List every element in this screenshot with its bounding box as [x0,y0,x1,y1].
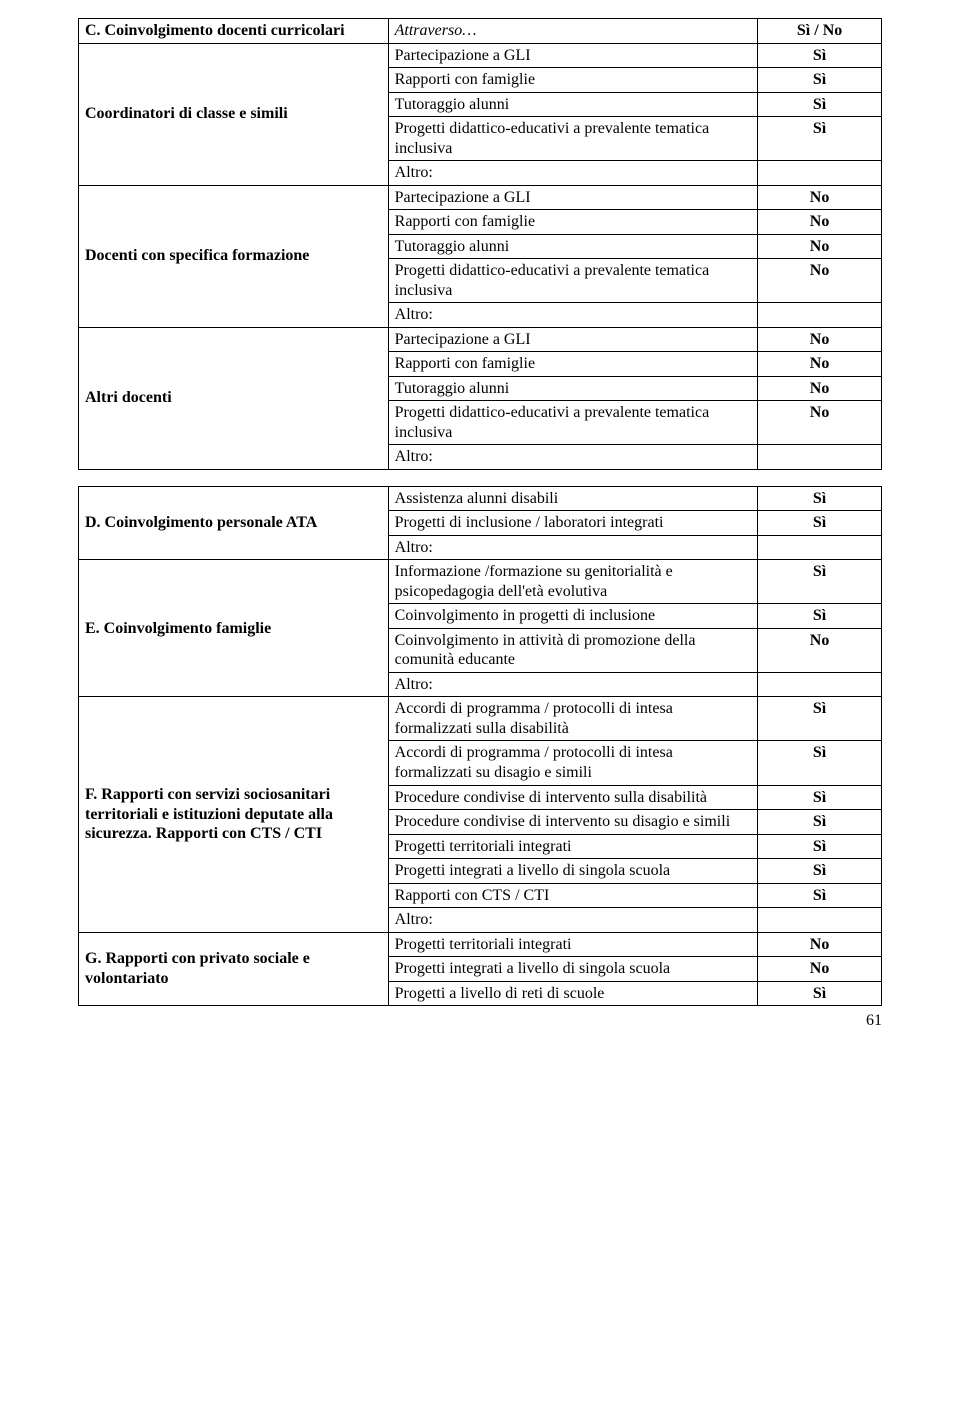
item-value: Sì [758,981,882,1006]
group-label: F. Rapporti con servizi sociosanitari te… [79,697,389,932]
item-value: Sì [758,117,882,161]
item-value: Sì [758,810,882,835]
item-value: Sì [758,697,882,741]
item-value: Sì [758,883,882,908]
item-value: Sì [758,741,882,785]
item-text: Rapporti con famiglie [388,210,758,235]
item-text: Altro: [388,161,758,186]
item-value [758,535,882,560]
table-row: Altri docentiPartecipazione a GLINo [79,327,882,352]
table-defg: D. Coinvolgimento personale ATAAssistenz… [78,486,882,1006]
item-text: Procedure condivise di intervento su dis… [388,810,758,835]
item-value: Sì [758,511,882,536]
item-text: Altro: [388,908,758,933]
item-value: Sì [758,92,882,117]
item-text: Altro: [388,445,758,470]
item-text: Altro: [388,303,758,328]
item-value: No [758,234,882,259]
item-text: Procedure condivise di intervento sulla … [388,785,758,810]
item-value [758,672,882,697]
item-text: Progetti territoriali integrati [388,932,758,957]
item-text: Partecipazione a GLI [388,327,758,352]
item-text: Tutoraggio alunni [388,376,758,401]
item-value: Sì [758,560,882,604]
item-value: No [758,327,882,352]
item-value [758,161,882,186]
item-text: Informazione /formazione su genitorialit… [388,560,758,604]
item-text: Rapporti con CTS / CTI [388,883,758,908]
item-text: Assistenza alunni disabili [388,486,758,511]
item-text: Partecipazione a GLI [388,43,758,68]
table-row: Docenti con specifica formazionePartecip… [79,185,882,210]
item-text: Progetti didattico-educativi a prevalent… [388,401,758,445]
item-text: Rapporti con famiglie [388,68,758,93]
item-text: Altro: [388,672,758,697]
table-row: E. Coinvolgimento famiglieInformazione /… [79,560,882,604]
item-text: Tutoraggio alunni [388,234,758,259]
group-label: D. Coinvolgimento personale ATA [79,486,389,560]
item-value: No [758,185,882,210]
item-value: Sì [758,859,882,884]
item-text: Tutoraggio alunni [388,92,758,117]
item-text: Progetti integrati a livello di singola … [388,957,758,982]
item-text: Progetti integrati a livello di singola … [388,859,758,884]
table-row: G. Rapporti con privato sociale e volont… [79,932,882,957]
item-value [758,445,882,470]
col-header-mid: Attraverso… [388,19,758,44]
table-row: Coordinatori di classe e similiPartecipa… [79,43,882,68]
item-text: Accordi di programma / protocolli di int… [388,697,758,741]
col-header-val: Sì / No [758,19,882,44]
item-value [758,908,882,933]
table-defg-mount: D. Coinvolgimento personale ATAAssistenz… [78,486,882,1006]
group-label: Coordinatori di classe e simili [79,43,389,185]
item-value: No [758,957,882,982]
item-value: No [758,352,882,377]
item-value: No [758,210,882,235]
item-text: Coinvolgimento in progetti di inclusione [388,604,758,629]
item-text: Coinvolgimento in attività di promozione… [388,628,758,672]
item-value: Sì [758,834,882,859]
item-text: Altro: [388,535,758,560]
item-text: Progetti territoriali integrati [388,834,758,859]
item-value: No [758,401,882,445]
item-text: Progetti di inclusione / laboratori inte… [388,511,758,536]
item-value [758,303,882,328]
page-number: 61 [78,1012,882,1030]
group-label: Altri docenti [79,327,389,469]
item-value: Sì [758,68,882,93]
table-c: C. Coinvolgimento docenti curricolariAtt… [78,18,882,470]
item-value: No [758,376,882,401]
item-value: Sì [758,785,882,810]
group-label: G. Rapporti con privato sociale e volont… [79,932,389,1006]
item-value: Sì [758,486,882,511]
item-value: No [758,932,882,957]
item-value: No [758,259,882,303]
item-text: Accordi di programma / protocolli di int… [388,741,758,785]
table-c-mount: C. Coinvolgimento docenti curricolariAtt… [78,18,882,470]
group-label: Docenti con specifica formazione [79,185,389,327]
table-row: C. Coinvolgimento docenti curricolariAtt… [79,19,882,44]
item-text: Partecipazione a GLI [388,185,758,210]
item-value: No [758,628,882,672]
table-row: F. Rapporti con servizi sociosanitari te… [79,697,882,741]
item-text: Progetti didattico-educativi a prevalent… [388,259,758,303]
table-row: D. Coinvolgimento personale ATAAssistenz… [79,486,882,511]
item-text: Rapporti con famiglie [388,352,758,377]
item-value: Sì [758,43,882,68]
item-text: Progetti a livello di reti di scuole [388,981,758,1006]
section-heading: C. Coinvolgimento docenti curricolari [79,19,389,44]
item-text: Progetti didattico-educativi a prevalent… [388,117,758,161]
item-value: Sì [758,604,882,629]
group-label: E. Coinvolgimento famiglie [79,560,389,697]
